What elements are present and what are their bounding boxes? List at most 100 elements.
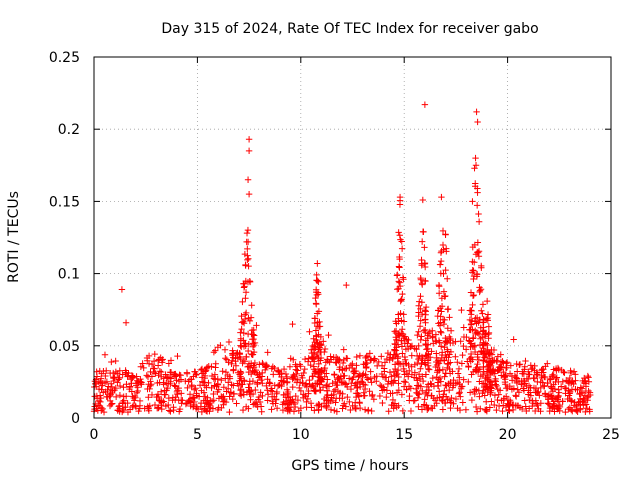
data-point (456, 374, 463, 381)
data-point (442, 292, 449, 300)
data-point (422, 326, 429, 334)
data-point (96, 402, 103, 410)
data-point (305, 387, 312, 395)
data-point (238, 312, 245, 320)
data-point (423, 346, 430, 353)
data-point (570, 368, 578, 375)
data-point (400, 378, 408, 385)
data-point (247, 396, 254, 403)
data-point (514, 368, 521, 375)
data-point (178, 390, 185, 397)
data-point (99, 405, 106, 413)
data-point (442, 351, 449, 359)
data-point (101, 351, 109, 359)
data-point (396, 201, 404, 208)
data-point (321, 373, 328, 380)
data-point (345, 375, 353, 382)
data-point (435, 283, 443, 290)
data-point (314, 380, 321, 388)
data-point (239, 406, 247, 414)
data-point (398, 325, 406, 333)
data-point (323, 402, 330, 410)
data-point (342, 380, 349, 387)
data-point (229, 395, 236, 403)
data-point (368, 407, 375, 415)
data-point (394, 341, 402, 348)
data-point (418, 359, 425, 367)
data-point (587, 391, 594, 399)
data-point (479, 371, 487, 379)
data-point (342, 403, 350, 410)
data-point (249, 336, 256, 343)
data-point (112, 384, 119, 392)
data-point (442, 399, 449, 407)
data-point (103, 393, 110, 400)
data-point (262, 361, 270, 369)
data-point (114, 379, 121, 386)
data-point (466, 355, 473, 363)
data-point (206, 407, 213, 415)
data-point (559, 398, 566, 405)
data-point (312, 344, 319, 352)
data-point (304, 358, 312, 365)
data-point (323, 394, 330, 401)
data-point (487, 379, 494, 386)
data-point (319, 384, 327, 391)
data-point (444, 325, 451, 332)
data-point (512, 392, 519, 399)
data-point (198, 387, 205, 394)
data-point (395, 380, 402, 387)
data-point (391, 361, 399, 368)
data-point (370, 396, 378, 403)
data-point (178, 400, 185, 407)
data-point (478, 264, 485, 271)
data-point (469, 301, 476, 309)
data-point (237, 337, 245, 344)
data-point (108, 358, 115, 366)
data-point (174, 390, 181, 398)
y-tick-label: 0.15 (49, 194, 80, 210)
data-point (458, 360, 466, 367)
data-point (581, 392, 589, 399)
data-point (406, 397, 413, 404)
data-point (431, 397, 439, 404)
data-point (208, 363, 215, 370)
data-point (479, 357, 487, 364)
data-point (306, 381, 313, 388)
data-point (266, 380, 274, 387)
data-point (131, 402, 139, 409)
data-point (439, 316, 447, 323)
data-point (527, 384, 534, 391)
data-point (467, 289, 475, 296)
data-point (391, 347, 398, 355)
data-point (279, 401, 286, 408)
data-point (578, 389, 586, 396)
data-point (457, 383, 465, 391)
data-point (568, 386, 576, 393)
data-point (437, 313, 444, 320)
data-point (263, 362, 271, 370)
data-point (455, 365, 463, 373)
data-point (297, 362, 304, 370)
data-point (222, 398, 230, 406)
data-point (454, 359, 461, 366)
data-point (240, 377, 248, 384)
data-point (424, 365, 432, 373)
data-point (407, 407, 415, 415)
data-point (387, 390, 394, 397)
data-point (418, 406, 426, 413)
data-point (354, 379, 361, 386)
data-point (441, 387, 448, 394)
data-point (316, 386, 324, 394)
data-point (325, 331, 332, 339)
data-point (233, 400, 240, 407)
data-point (147, 378, 154, 385)
data-point (523, 407, 530, 415)
data-point (442, 381, 449, 389)
data-point (393, 272, 401, 279)
data-point (469, 326, 476, 333)
data-point (311, 388, 319, 395)
data-point (158, 405, 165, 413)
data-point (437, 328, 444, 335)
